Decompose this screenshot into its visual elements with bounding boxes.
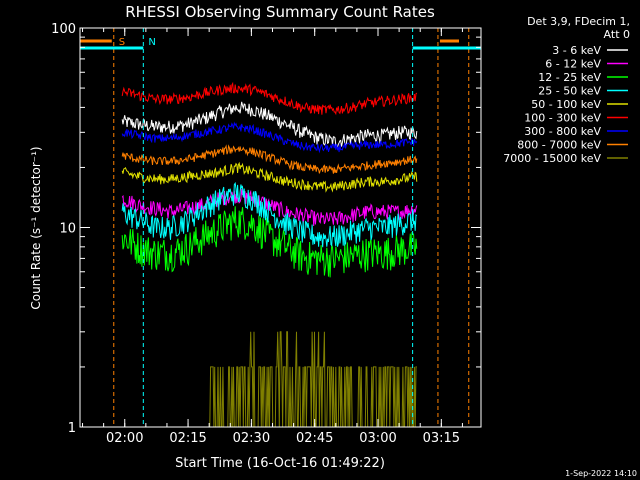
annotation-label-1: S bbox=[119, 37, 125, 48]
series-line-5 bbox=[121, 161, 418, 193]
legend-label-9: 7000 - 15000 keV bbox=[503, 152, 601, 165]
chart-title: RHESSI Observing Summary Count Rates bbox=[125, 3, 435, 21]
legend-label-1: 3 - 6 keV bbox=[552, 44, 601, 57]
x-tick-label-4: 02:45 bbox=[296, 431, 333, 446]
series-line-9 bbox=[122, 331, 417, 428]
x-tick-label-3: 02:30 bbox=[233, 431, 270, 446]
y-axis-label: Count Rate (s⁻¹ detector⁻¹) bbox=[29, 146, 43, 309]
series-line-3 bbox=[121, 206, 418, 278]
legend-label-8: 800 - 7000 keV bbox=[517, 139, 601, 152]
y-tick-label-3: 100 bbox=[51, 22, 76, 37]
series-line-7 bbox=[121, 121, 418, 154]
series-lines bbox=[121, 81, 418, 428]
series-line-4 bbox=[121, 181, 418, 248]
annotation-label-2: N bbox=[148, 37, 155, 48]
footer-timestamp: 1-Sep-2022 14:10 bbox=[565, 469, 637, 478]
series-line-6 bbox=[121, 81, 418, 116]
y-tick-label-1: 1 bbox=[68, 421, 76, 436]
x-tick-label-1: 02:00 bbox=[106, 431, 143, 446]
series-line-8 bbox=[121, 144, 418, 174]
legend-label-6: 100 - 300 keV bbox=[524, 112, 601, 125]
legend-label-5: 50 - 100 keV bbox=[531, 98, 601, 111]
y-axis-ticks: 1 10 100 bbox=[51, 22, 481, 436]
x-tick-label-2: 02:15 bbox=[169, 431, 206, 446]
legend-header-line-1: Det 3,9, FDecim 1, bbox=[527, 15, 630, 28]
legend-header-line-2: Att 0 bbox=[604, 28, 630, 41]
legend-label-2: 6 - 12 keV bbox=[545, 58, 601, 71]
legend-label-7: 300 - 800 keV bbox=[524, 125, 601, 138]
y-tick-label-2: 10 bbox=[59, 222, 76, 237]
legend-label-4: 25 - 50 keV bbox=[538, 85, 601, 98]
x-axis-ticks: 02:00 02:15 02:30 02:45 03:00 03:15 bbox=[82, 28, 463, 446]
x-axis-label: Start Time (16-Oct-16 01:49:22) bbox=[175, 456, 385, 471]
x-tick-label-5: 03:00 bbox=[359, 431, 396, 446]
x-tick-label-6: 03:15 bbox=[423, 431, 460, 446]
series-line-1 bbox=[121, 101, 418, 148]
plot-frame bbox=[79, 27, 482, 428]
legend-label-3: 12 - 25 keV bbox=[538, 71, 601, 84]
series-line-2 bbox=[121, 189, 418, 227]
